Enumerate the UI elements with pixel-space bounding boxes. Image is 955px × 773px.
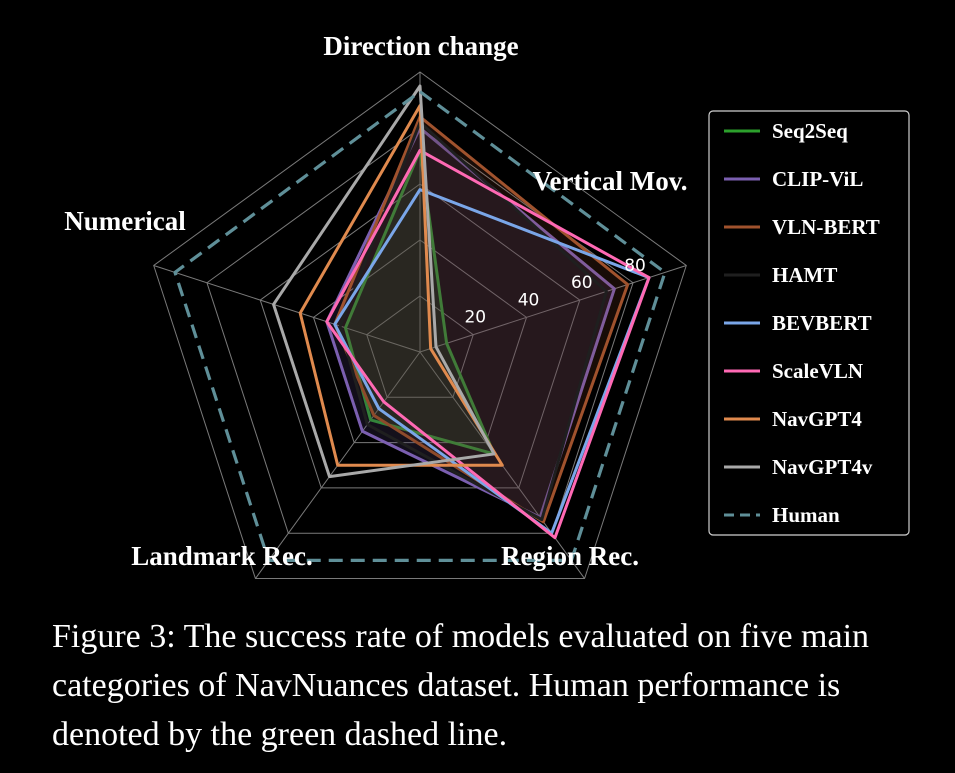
radar-chart: Direction change Vertical Mov. Region Re… (64, 31, 910, 580)
radial-tick-label: 20 (464, 308, 486, 328)
grid-ring-100 (153, 71, 687, 580)
series-scalevln (325, 148, 651, 540)
legend-label: HAMT (772, 263, 837, 287)
legend-label: ScaleVLN (772, 359, 863, 383)
series-seq2seq (343, 148, 496, 456)
axis-label-landmark-rec: Landmark Rec. (131, 541, 313, 571)
series-bevbert (333, 188, 651, 535)
legend: Seq2Seq CLIP-ViL VLN-BERT HAMT BEVBERT ScaleV… (708, 110, 910, 536)
grid-ring-20 (366, 295, 474, 398)
radial-tick-label: 40 (518, 290, 540, 310)
legend-label: NavGPT4 (772, 407, 862, 431)
radar-series (173, 84, 667, 563)
axis-label-direction-change: Direction change (323, 31, 518, 61)
legend-label: BEVBERT (772, 311, 872, 335)
legend-label: VLN-BERT (772, 215, 880, 239)
legend-label: NavGPT4v (772, 455, 873, 479)
legend-frame (708, 110, 910, 536)
radial-ticks: 20 40 60 80 (464, 256, 645, 328)
axis-label-region-rec: Region Rec. (501, 541, 639, 571)
axis-label-numerical: Numerical (64, 206, 186, 236)
series-human (173, 89, 667, 563)
grid-spoke-4 (153, 264, 421, 353)
grid-spoke-1 (419, 264, 687, 353)
legend-label: Human (772, 503, 840, 527)
radial-tick-label: 80 (624, 256, 646, 276)
legend-label: CLIP-ViL (772, 167, 863, 191)
axis-label-vertical-mov: Vertical Mov. (533, 166, 688, 196)
radial-tick-label: 60 (571, 273, 593, 293)
axis-labels: Direction change Vertical Mov. Region Re… (64, 31, 687, 571)
legend-label: Seq2Seq (772, 119, 848, 143)
grid-ring-60 (259, 183, 581, 489)
series-navgpt4v (272, 84, 496, 479)
figure-caption: Figure 3: The success rate of models eva… (52, 618, 870, 753)
